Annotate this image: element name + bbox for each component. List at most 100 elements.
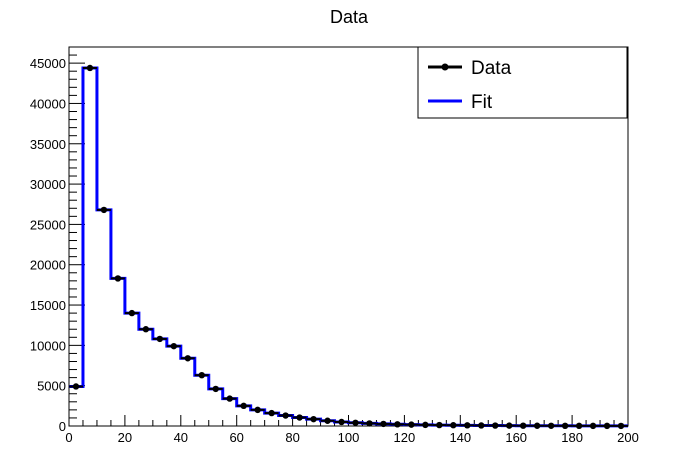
data-point <box>376 420 391 428</box>
data-point <box>138 326 153 333</box>
data-point <box>502 422 517 429</box>
data-point <box>166 342 181 350</box>
data-series <box>69 64 628 430</box>
data-point-marker <box>464 422 471 429</box>
data-point-marker <box>408 421 415 428</box>
legend-swatch-marker <box>441 63 449 71</box>
y-tick-label: 35000 <box>30 137 66 152</box>
data-point-marker <box>506 422 513 429</box>
y-tick-label: 0 <box>59 419 66 434</box>
data-point-marker <box>198 371 205 379</box>
data-point-marker <box>72 383 80 390</box>
data-point-marker <box>240 402 247 410</box>
y-tick-label: 40000 <box>30 96 66 111</box>
y-tick-label: 10000 <box>30 338 66 353</box>
data-point-marker <box>603 422 611 430</box>
data-point-marker <box>547 422 555 429</box>
y-tick-label: 5000 <box>37 379 66 394</box>
data-point <box>69 383 83 390</box>
data-point-marker <box>100 206 108 214</box>
data-point <box>208 385 223 393</box>
data-point-marker <box>492 422 499 429</box>
data-point <box>586 422 601 430</box>
data-point-marker <box>561 422 569 430</box>
data-point <box>600 422 615 430</box>
legend-entry-data: Data <box>428 58 512 79</box>
data-point <box>390 421 405 428</box>
data-point <box>488 422 503 429</box>
data-point <box>418 421 433 429</box>
data-point-marker <box>575 422 583 430</box>
data-point <box>96 206 111 214</box>
data-point-marker <box>617 422 625 430</box>
data-point <box>432 421 447 429</box>
x-tick-label: 60 <box>229 430 243 445</box>
chart-title: Data <box>330 7 369 27</box>
data-point <box>572 422 587 430</box>
x-tick-label: 120 <box>394 430 416 445</box>
data-point <box>278 412 293 419</box>
data-point <box>362 420 377 427</box>
data-point <box>334 418 349 426</box>
data-point <box>152 335 167 343</box>
data-point <box>222 395 237 402</box>
data-point-marker <box>478 422 485 429</box>
axes: 0 20 40 60 80 100 120 140 160 180 200 0 5000 10000 150… <box>30 46 639 445</box>
legend-label: Data <box>471 58 512 79</box>
data-point-marker <box>533 422 541 429</box>
legend-entry-fit: Fit <box>428 92 493 113</box>
data-point-marker <box>86 64 94 72</box>
data-point <box>446 422 461 429</box>
data-point-marker <box>184 355 191 362</box>
data-point <box>264 409 279 417</box>
x-tick-label: 180 <box>561 430 583 445</box>
data-point <box>516 422 531 429</box>
y-tick-label: 25000 <box>30 217 66 232</box>
data-point <box>124 309 139 317</box>
x-tick-label: 140 <box>449 430 471 445</box>
data-point <box>236 402 251 410</box>
x-tick-label: 80 <box>285 430 299 445</box>
x-tick-label: 20 <box>118 430 132 445</box>
data-point-marker <box>212 385 219 393</box>
data-point-marker <box>254 406 261 414</box>
data-point-marker <box>282 412 289 419</box>
data-point-marker <box>394 421 401 428</box>
data-point-marker <box>310 415 317 423</box>
data-point <box>250 406 265 414</box>
data-point-marker <box>352 419 359 426</box>
data-point-marker <box>589 422 597 430</box>
data-point <box>348 419 363 426</box>
data-point <box>544 422 559 429</box>
data-point-marker <box>128 309 136 317</box>
fit-step-line <box>69 66 628 428</box>
data-point-marker <box>156 335 164 343</box>
data-point <box>558 422 573 430</box>
data-point-marker <box>436 421 443 429</box>
legend: Data Fit <box>417 46 628 119</box>
data-point <box>194 371 209 379</box>
fit-series <box>69 66 628 428</box>
data-point <box>530 422 545 429</box>
x-tick-label: 40 <box>174 430 188 445</box>
x-tick-label: 0 <box>65 430 72 445</box>
data-point-marker <box>296 414 303 421</box>
data-point-marker <box>422 421 429 429</box>
y-tick-label: 20000 <box>30 258 66 273</box>
data-point <box>320 417 335 424</box>
data-point <box>404 421 419 428</box>
data-point <box>306 415 321 423</box>
data-point <box>474 422 489 429</box>
data-point-marker <box>268 409 275 417</box>
y-tick-label: 45000 <box>30 56 66 71</box>
data-point <box>82 64 97 72</box>
data-point <box>110 275 125 282</box>
data-point-marker <box>450 422 457 429</box>
x-tick-label: 200 <box>617 430 639 445</box>
data-point <box>180 355 195 362</box>
data-point <box>460 422 475 429</box>
data-point <box>292 414 307 421</box>
data-point-marker <box>324 417 331 424</box>
data-point-marker <box>366 420 373 427</box>
